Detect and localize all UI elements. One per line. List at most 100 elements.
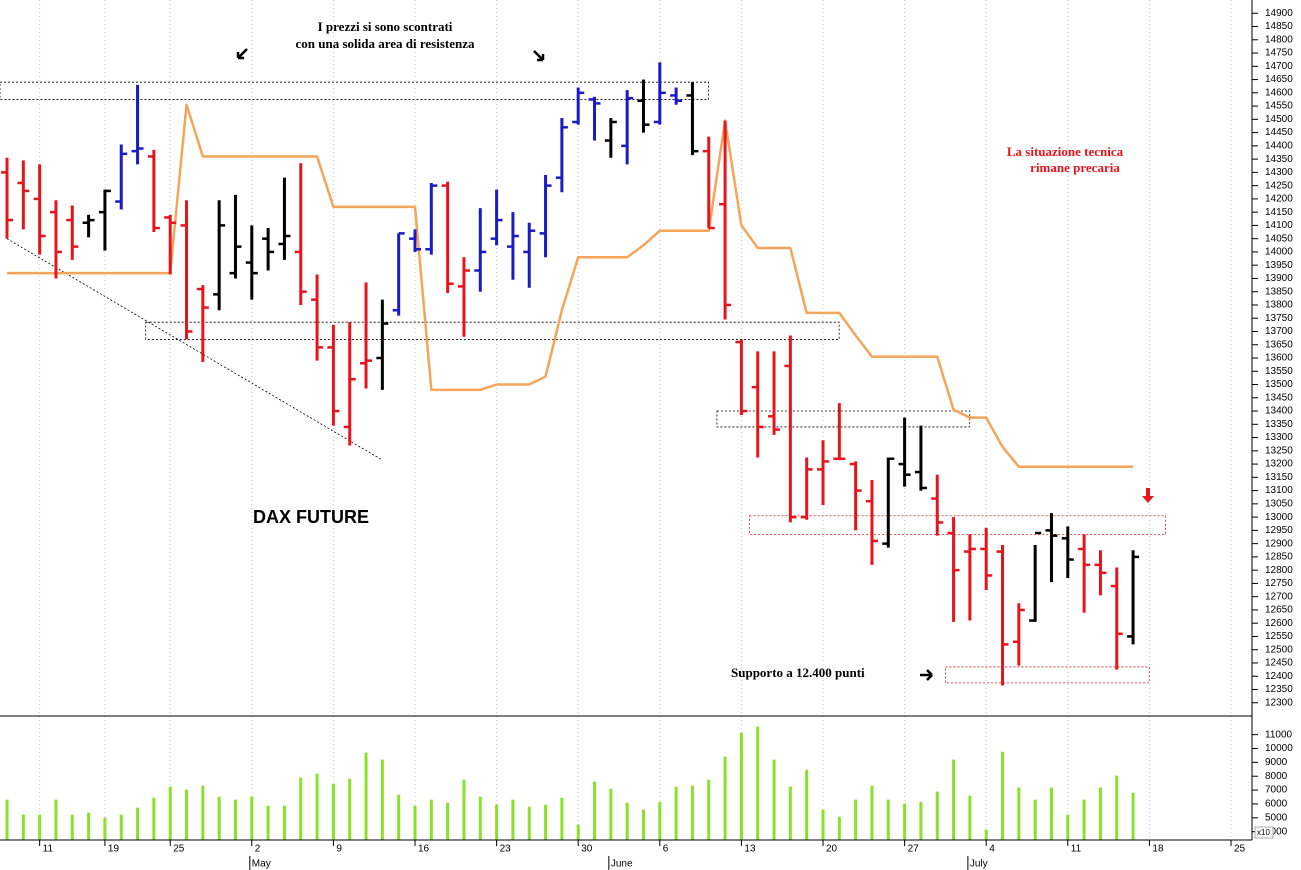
price-zone bbox=[145, 321, 840, 340]
volume-y-tick-label: 4000 bbox=[1265, 826, 1288, 837]
price-zone bbox=[716, 410, 971, 428]
chart-title: DAX FUTURE bbox=[253, 507, 369, 527]
volume-y-tick-label: 5000 bbox=[1265, 812, 1288, 823]
x-tick-label: 11 bbox=[1071, 844, 1082, 855]
y-tick-label: 13350 bbox=[1265, 419, 1293, 430]
x-tick-label: 6 bbox=[663, 844, 669, 855]
y-tick-label: 12450 bbox=[1265, 658, 1293, 669]
y-tick-label: 12900 bbox=[1265, 538, 1293, 549]
y-tick-label: 12800 bbox=[1265, 565, 1293, 576]
unit-label: x10 bbox=[1257, 828, 1270, 837]
price-zone bbox=[945, 666, 1150, 684]
x-tick-label: 18 bbox=[1152, 844, 1164, 855]
y-tick-label: 12300 bbox=[1265, 697, 1293, 708]
volume-y-tick-label: 7000 bbox=[1265, 785, 1288, 796]
y-tick-label: 14450 bbox=[1265, 127, 1293, 138]
month-label: July bbox=[970, 859, 988, 870]
y-tick-label: 14750 bbox=[1265, 48, 1293, 59]
y-tick-label: 12700 bbox=[1265, 591, 1293, 602]
x-tick-label: 2 bbox=[255, 844, 261, 855]
y-tick-label: 14900 bbox=[1265, 8, 1293, 19]
y-tick-label: 13200 bbox=[1265, 459, 1293, 470]
volume-y-tick-label: 11000 bbox=[1265, 729, 1293, 740]
y-tick-label: 13000 bbox=[1265, 512, 1293, 523]
y-tick-label: 13950 bbox=[1265, 260, 1293, 271]
y-tick-label: 14500 bbox=[1265, 114, 1293, 125]
overlay-line bbox=[7, 103, 1134, 468]
annotation-line: I prezzi si sono scontrati bbox=[318, 19, 453, 34]
y-tick-label: 14700 bbox=[1265, 61, 1293, 72]
x-tick-label: 27 bbox=[908, 844, 920, 855]
month-label: June bbox=[611, 859, 633, 870]
y-tick-label: 12500 bbox=[1265, 644, 1293, 655]
y-tick-label: 12950 bbox=[1265, 525, 1293, 536]
x-tick-label: 9 bbox=[336, 844, 342, 855]
x-tick-label: 20 bbox=[826, 844, 838, 855]
volume-y-tick-label: 9000 bbox=[1265, 757, 1288, 768]
x-tick-label: 11 bbox=[43, 844, 54, 855]
y-tick-label: 14150 bbox=[1265, 207, 1293, 218]
y-tick-label: 13750 bbox=[1265, 313, 1293, 324]
y-tick-label: 13250 bbox=[1265, 445, 1293, 456]
y-tick-label: 14600 bbox=[1265, 87, 1293, 98]
x-tick-label: 30 bbox=[581, 844, 593, 855]
y-tick-label: 14200 bbox=[1265, 194, 1293, 205]
y-tick-label: 14250 bbox=[1265, 180, 1293, 191]
x-tick-label: 19 bbox=[108, 844, 120, 855]
x-tick-label: 23 bbox=[500, 844, 512, 855]
volume-y-tick-label: 8000 bbox=[1265, 771, 1288, 782]
y-tick-label: 13100 bbox=[1265, 485, 1293, 496]
annotation-line: Supporto a 12.400 punti bbox=[731, 665, 865, 680]
unit-box bbox=[1254, 826, 1274, 839]
y-tick-label: 13400 bbox=[1265, 406, 1293, 417]
y-tick-label: 13700 bbox=[1265, 326, 1293, 337]
x-tick-label: 4 bbox=[989, 844, 995, 855]
y-tick-label: 12350 bbox=[1265, 684, 1293, 695]
y-tick-label: 13650 bbox=[1265, 339, 1293, 350]
month-label: May bbox=[252, 859, 271, 870]
y-tick-label: 13450 bbox=[1265, 392, 1293, 403]
annotation-line: La situazione tecnica bbox=[1007, 144, 1124, 159]
y-tick-label: 14300 bbox=[1265, 167, 1293, 178]
y-tick-label: 12400 bbox=[1265, 671, 1293, 682]
arrow bbox=[920, 669, 933, 681]
volume-y-tick-label: 6000 bbox=[1265, 799, 1288, 810]
y-tick-label: 12650 bbox=[1265, 605, 1293, 616]
marks-layer bbox=[0, 62, 1166, 840]
y-tick-label: 14650 bbox=[1265, 74, 1293, 85]
y-tick-label: 13600 bbox=[1265, 353, 1293, 364]
y-tick-label: 13500 bbox=[1265, 379, 1293, 390]
y-tick-label: 13550 bbox=[1265, 366, 1293, 377]
annotation-line: con una solida area di resistenza bbox=[295, 36, 475, 51]
arrow bbox=[236, 48, 248, 60]
annotation-line: rimane precaria bbox=[1030, 160, 1120, 175]
x-tick-label: 13 bbox=[744, 844, 756, 855]
y-tick-label: 13900 bbox=[1265, 273, 1293, 284]
x-tick-label: 16 bbox=[418, 844, 430, 855]
arrows bbox=[236, 48, 933, 681]
price-zone bbox=[0, 81, 709, 100]
y-tick-label: 14850 bbox=[1265, 21, 1293, 32]
trendline bbox=[6, 238, 383, 461]
y-tick-label: 13150 bbox=[1265, 472, 1293, 483]
y-tick-label: 14000 bbox=[1265, 247, 1293, 258]
y-tick-label: 13300 bbox=[1265, 432, 1293, 443]
y-tick-label: 14550 bbox=[1265, 101, 1293, 112]
y-tick-label: 14800 bbox=[1265, 34, 1293, 45]
arrow bbox=[533, 50, 545, 62]
y-tick-label: 14050 bbox=[1265, 233, 1293, 244]
y-tick-label: 14400 bbox=[1265, 140, 1293, 151]
arrow bbox=[1142, 488, 1154, 503]
price-zone bbox=[749, 515, 1166, 535]
y-tick-label: 13050 bbox=[1265, 498, 1293, 509]
x-tick-label: 25 bbox=[1234, 844, 1246, 855]
y-tick-label: 12600 bbox=[1265, 618, 1293, 629]
y-tick-label: 14100 bbox=[1265, 220, 1293, 231]
y-tick-label: 13850 bbox=[1265, 286, 1293, 297]
grid-layer bbox=[39, 0, 1232, 840]
y-tick-label: 12750 bbox=[1265, 578, 1293, 589]
